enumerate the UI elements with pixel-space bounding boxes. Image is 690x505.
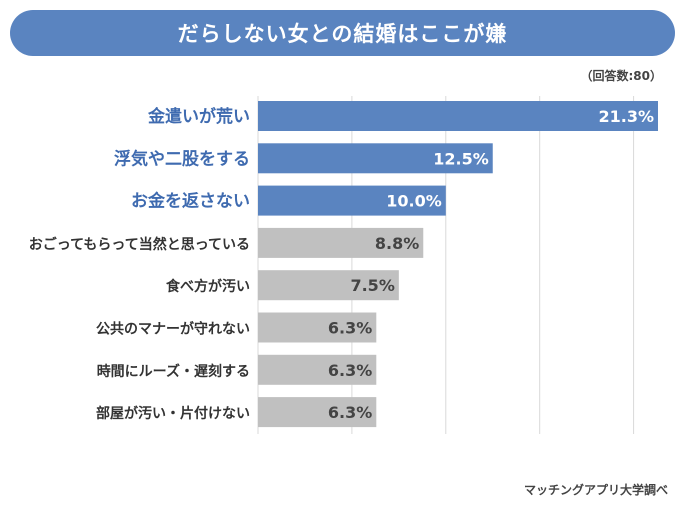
category-label: 金遣いが荒い xyxy=(147,106,250,127)
value-label: 12.5% xyxy=(433,149,489,168)
chart-title-banner: だらしない女との結婚はここが嫌 xyxy=(10,10,675,56)
category-label: お金を返さない xyxy=(131,191,250,212)
category-label: 時間にルーズ・遅刻する xyxy=(97,363,250,380)
value-label: 7.5% xyxy=(350,276,394,295)
sample-size-note: （回答数:80） xyxy=(580,69,663,83)
bar xyxy=(258,227,424,258)
chart-title: だらしない女との結婚はここが嫌 xyxy=(177,22,508,46)
bar xyxy=(258,312,377,343)
value-label: 6.3% xyxy=(328,319,372,338)
bar xyxy=(258,270,399,301)
value-label: 6.3% xyxy=(328,403,372,422)
category-label: 公共のマナーが守れない xyxy=(96,321,250,338)
category-label: 部屋が汚い・片付けない xyxy=(96,405,250,422)
source-credit: マッチングアプリ大学調べ xyxy=(523,483,668,497)
bars: 21.3% 金遣いが荒い 12.5% 浮気や二股をする 10.0% お金を返さない 8.8%… xyxy=(29,101,658,428)
value-label: 10.0% xyxy=(386,192,442,211)
bar xyxy=(258,143,493,174)
category-label: 食べ方が汚い xyxy=(166,278,250,295)
category-label: おごってもらって当然と思っている xyxy=(29,236,250,253)
bar xyxy=(258,101,658,131)
value-label: 21.3% xyxy=(598,107,654,126)
bar xyxy=(258,185,446,216)
value-label: 6.3% xyxy=(328,361,372,380)
category-label: 浮気や二股をする xyxy=(114,148,250,169)
value-label: 8.8% xyxy=(375,234,419,253)
bar xyxy=(258,354,377,385)
bar xyxy=(258,397,377,428)
